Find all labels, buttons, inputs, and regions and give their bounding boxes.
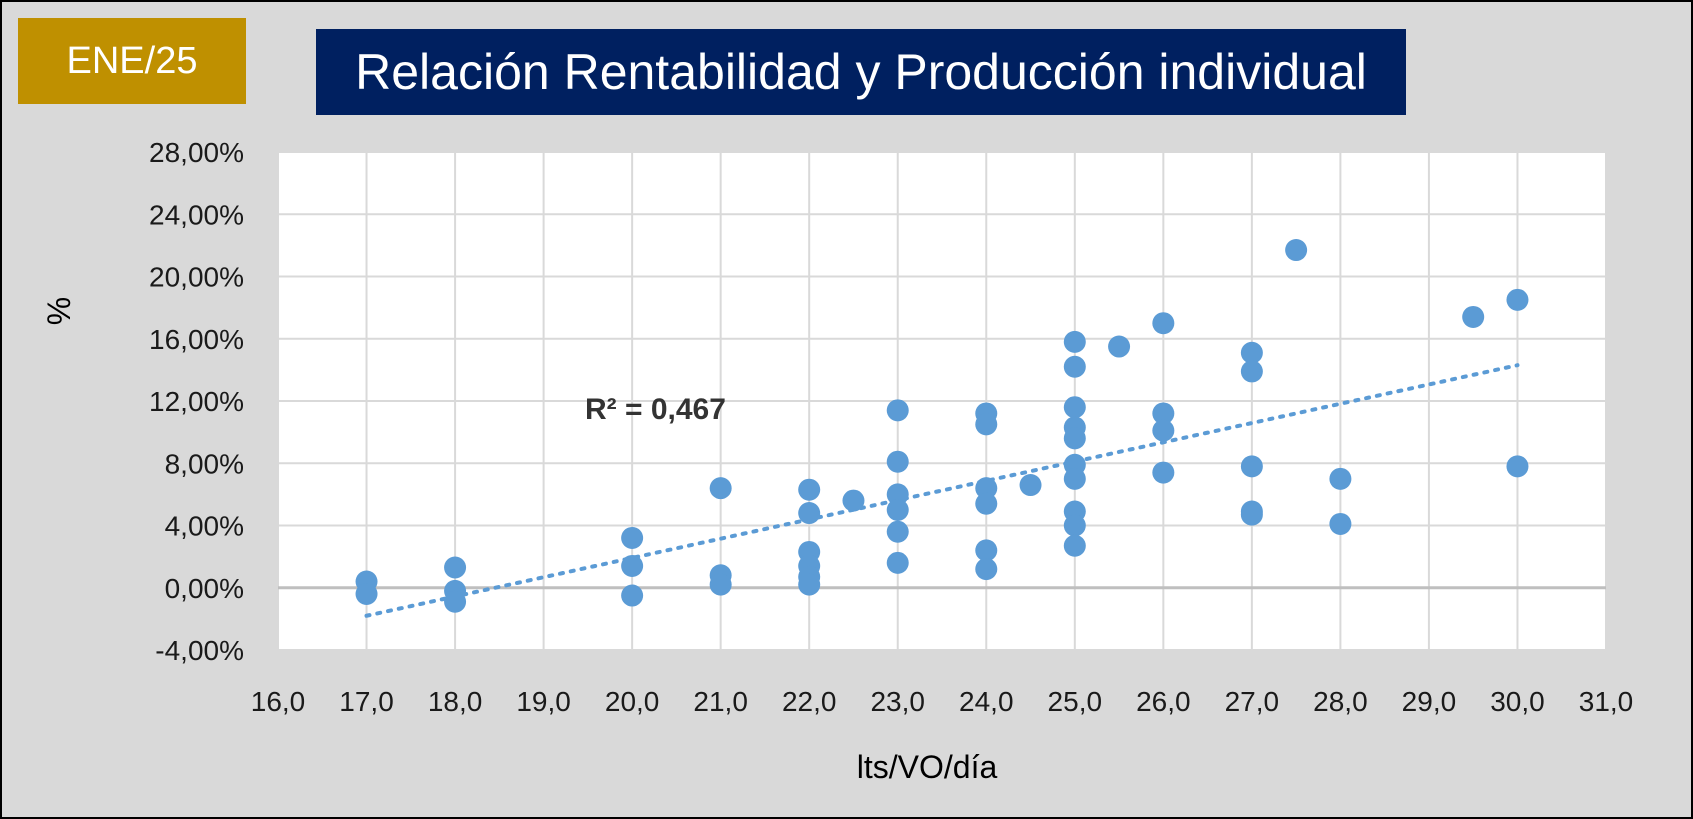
x-axis-ticks: 16,0 17,0 18,0 19,0 20,0 21,0 22,0 23,0 24,0 25,0… — [251, 686, 1634, 717]
data-point — [1063, 355, 1086, 378]
x-tick-label: 22,0 — [782, 686, 837, 717]
x-tick-label: 21,0 — [693, 686, 748, 717]
data-point — [1240, 341, 1263, 364]
data-point — [886, 520, 909, 543]
data-point — [1329, 467, 1352, 490]
period-badge: ENE/25 — [18, 18, 246, 104]
data-points — [355, 239, 1529, 613]
data-point — [1240, 360, 1263, 383]
data-point — [886, 450, 909, 473]
data-point — [1329, 512, 1352, 535]
x-tick-label: 29,0 — [1402, 686, 1457, 717]
data-point — [842, 489, 865, 512]
data-point — [886, 399, 909, 422]
x-tick-label: 23,0 — [870, 686, 925, 717]
data-point — [1506, 455, 1529, 478]
trendline-path — [364, 363, 1520, 618]
x-tick-label: 18,0 — [428, 686, 483, 717]
data-point — [1462, 305, 1485, 328]
x-tick-label: 20,0 — [605, 686, 660, 717]
data-point — [975, 558, 998, 581]
data-point — [975, 477, 998, 500]
y-tick-label: 0,00% — [165, 573, 244, 604]
x-tick-label: 16,0 — [251, 686, 306, 717]
r-squared-annotation: R² = 0,467 — [585, 393, 726, 426]
data-point — [1063, 396, 1086, 419]
data-point — [886, 498, 909, 521]
x-tick-label: 26,0 — [1136, 686, 1191, 717]
x-tick-label: 27,0 — [1225, 686, 1280, 717]
data-point — [886, 551, 909, 574]
y-axis-label: % — [41, 297, 77, 325]
data-point — [1063, 514, 1086, 537]
y-axis-ticks: -4,00% 0,00% 4,00% 8,00% 12,00% 16,00% 20,00% 2… — [149, 137, 244, 666]
y-tick-label: 12,00% — [149, 386, 244, 417]
y-tick-label: 20,00% — [149, 262, 244, 293]
y-tick-label: 24,00% — [149, 199, 244, 230]
data-point — [1240, 503, 1263, 526]
x-tick-label: 24,0 — [959, 686, 1014, 717]
data-point — [798, 502, 821, 525]
data-point — [621, 526, 644, 549]
data-point — [798, 478, 821, 501]
data-point — [1108, 335, 1131, 358]
data-point — [1063, 330, 1086, 353]
data-point — [1152, 419, 1175, 442]
data-point — [1063, 534, 1086, 557]
data-point — [444, 556, 467, 579]
data-point — [621, 584, 644, 607]
data-point — [1240, 455, 1263, 478]
data-point — [975, 539, 998, 562]
x-tick-label: 31,0 — [1579, 686, 1634, 717]
data-point — [975, 492, 998, 515]
data-point — [621, 554, 644, 577]
data-point — [444, 590, 467, 613]
data-point — [886, 483, 909, 506]
x-tick-label: 19,0 — [516, 686, 571, 717]
x-tick-label: 17,0 — [339, 686, 394, 717]
data-point — [1152, 461, 1175, 484]
y-tick-label: 28,00% — [149, 137, 244, 168]
y-tick-label: -4,00% — [155, 635, 244, 666]
data-point — [709, 573, 732, 596]
data-point — [709, 477, 732, 500]
data-point — [1152, 402, 1175, 425]
data-point — [1152, 312, 1175, 335]
y-tick-label: 8,00% — [165, 448, 244, 479]
data-point — [1506, 288, 1529, 311]
data-point — [798, 573, 821, 596]
chart-title: Relación Rentabilidad y Producción indiv… — [316, 29, 1406, 115]
x-tick-label: 28,0 — [1313, 686, 1368, 717]
data-point — [1063, 427, 1086, 450]
x-axis-label: lts/VO/día — [857, 749, 998, 785]
data-point — [1019, 474, 1042, 497]
x-tick-label: 25,0 — [1048, 686, 1103, 717]
y-tick-label: 16,00% — [149, 324, 244, 355]
trendline — [364, 363, 1520, 618]
data-point — [1063, 467, 1086, 490]
data-point — [1285, 239, 1308, 262]
x-tick-label: 30,0 — [1490, 686, 1545, 717]
data-point — [975, 413, 998, 436]
y-tick-label: 4,00% — [165, 511, 244, 542]
data-point — [355, 582, 378, 605]
